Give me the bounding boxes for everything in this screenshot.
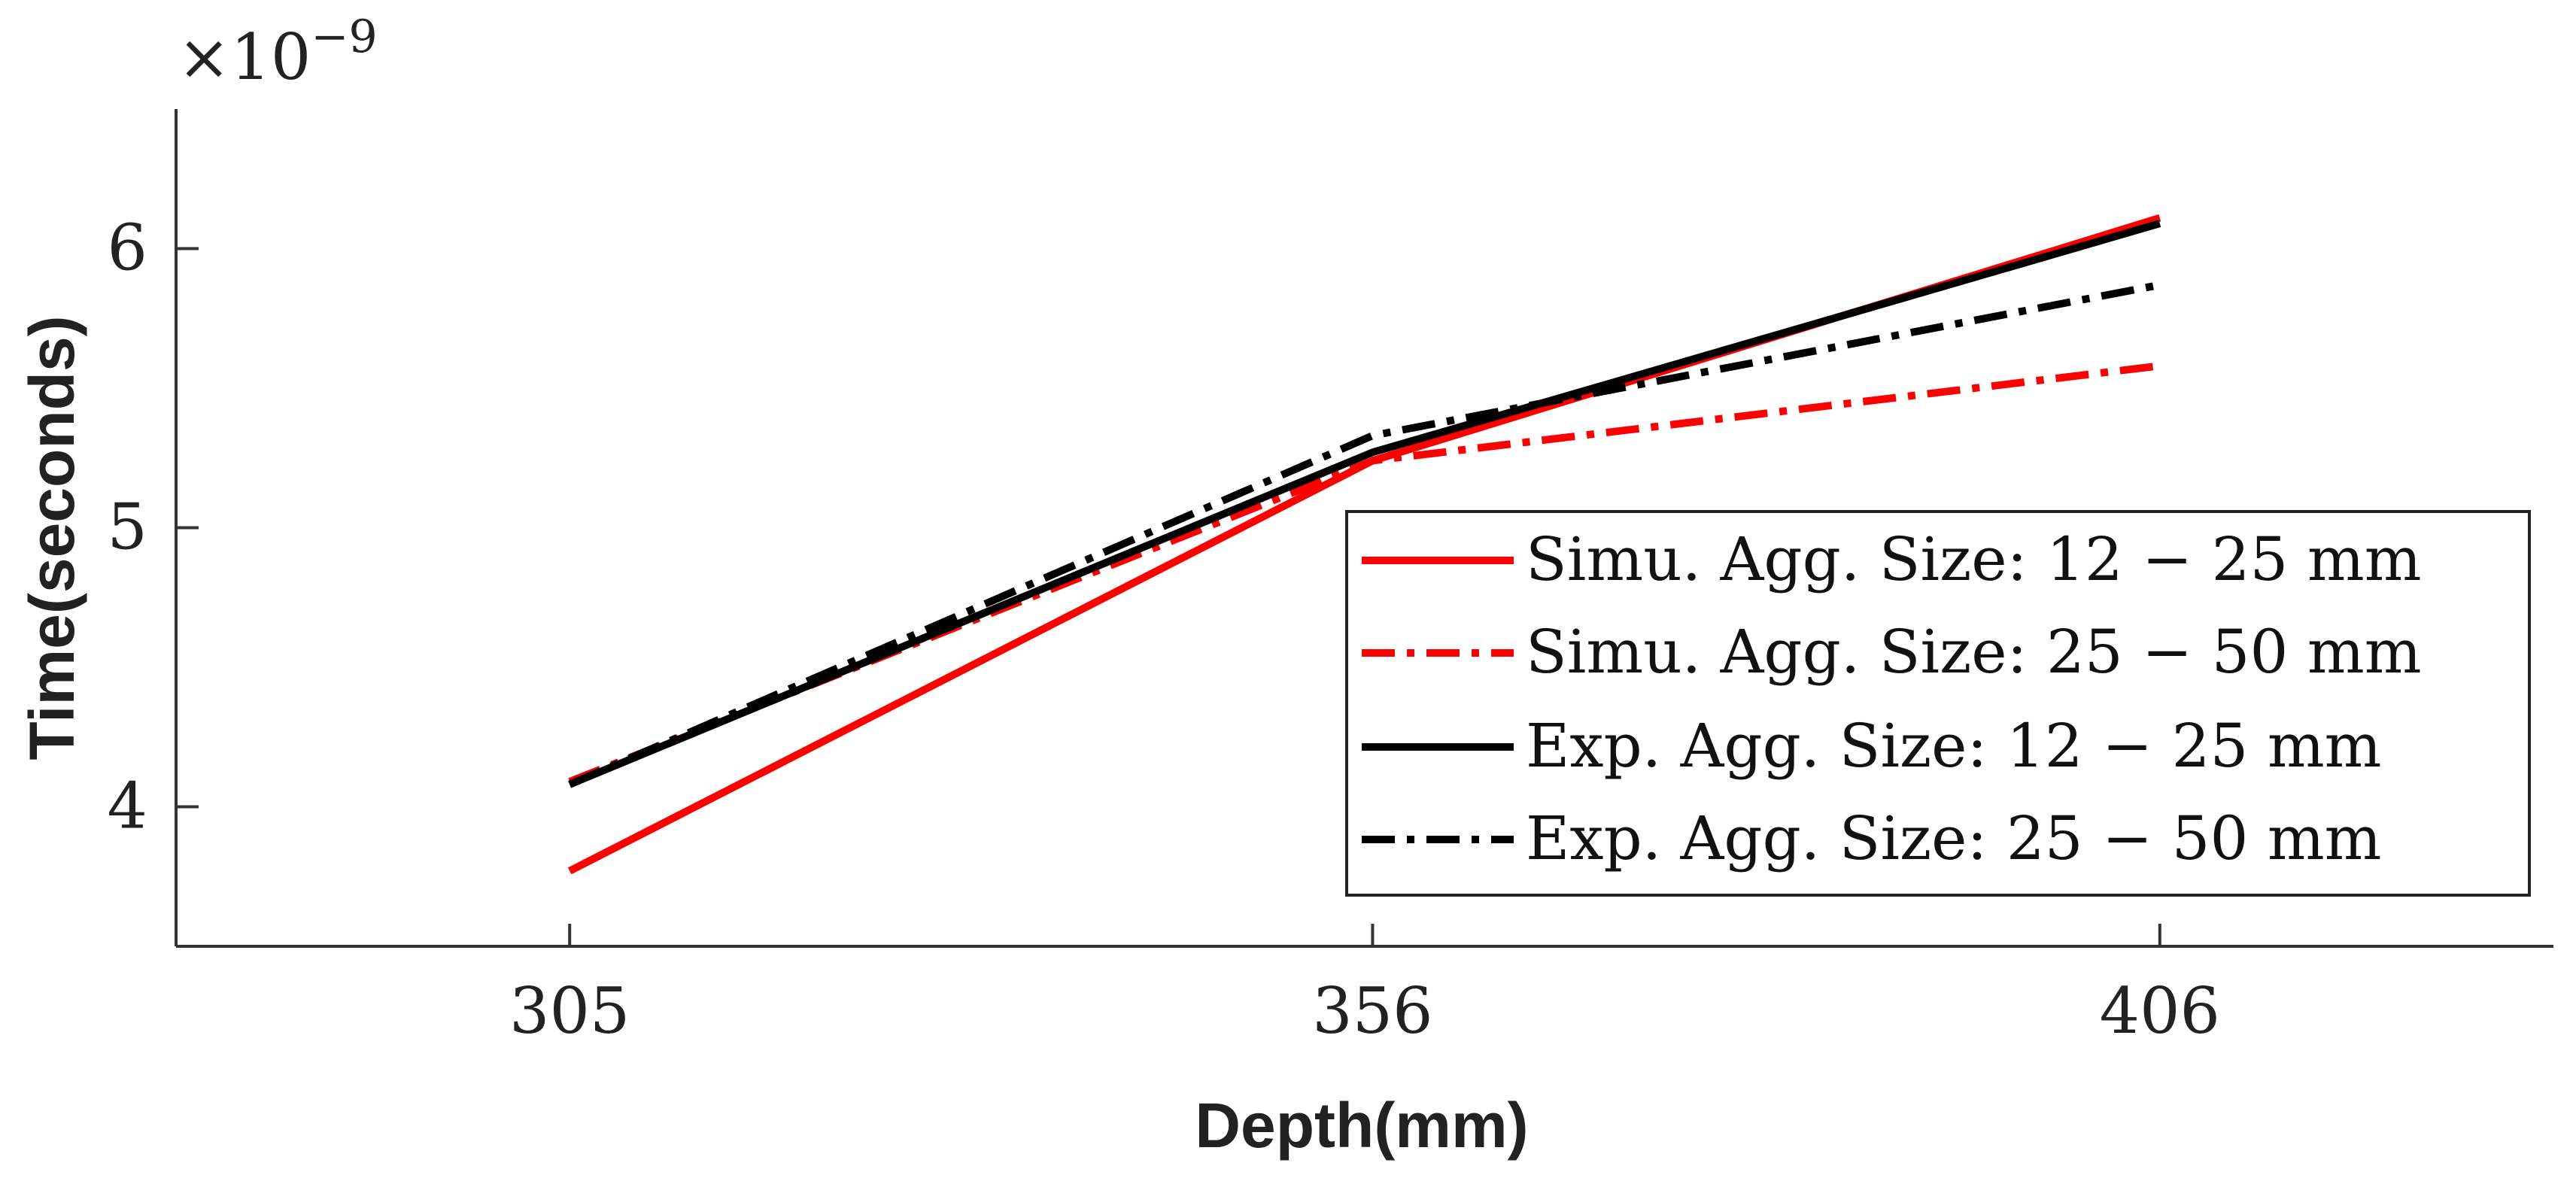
x-tick-label: 356 (1312, 974, 1432, 1048)
x-tick-label: 406 (2100, 974, 2220, 1048)
legend-box (1345, 510, 2531, 897)
ticks: 4 5 6 305 356 406 (108, 211, 2220, 1049)
series-line-3 (568, 220, 2161, 788)
legend-label-1: Simu. Agg. Size: 12 − 25 mm (1526, 524, 2422, 594)
series-layer (567, 214, 2161, 875)
y-multiplier-exponent: −9 (311, 11, 377, 63)
y-axis-title: Time(seconds) (17, 315, 87, 760)
legend: Simu. Agg. Size: 12 − 25 mm Simu. Agg. Si… (1345, 510, 2531, 897)
y-tick-label: 6 (108, 211, 147, 285)
y-multiplier: ×10−9 (178, 11, 378, 94)
series-line-4 (568, 281, 2161, 788)
y-tick-label: 4 (108, 770, 147, 843)
y-tick-label: 5 (108, 490, 147, 564)
x-axis-title: Depth(mm) (1195, 1090, 1528, 1161)
legend-entries: Simu. Agg. Size: 12 − 25 mm Simu. Agg. Si… (1362, 524, 2422, 873)
legend-label-4: Exp. Agg. Size: 25 − 50 mm (1526, 803, 2382, 873)
x-tick-label: 305 (509, 974, 630, 1048)
legend-label-2: Simu. Agg. Size: 25 − 50 mm (1526, 617, 2422, 687)
legend-label-3: Exp. Agg. Size: 12 − 25 mm (1526, 711, 2382, 781)
y-multiplier-base: ×10 (178, 20, 311, 94)
